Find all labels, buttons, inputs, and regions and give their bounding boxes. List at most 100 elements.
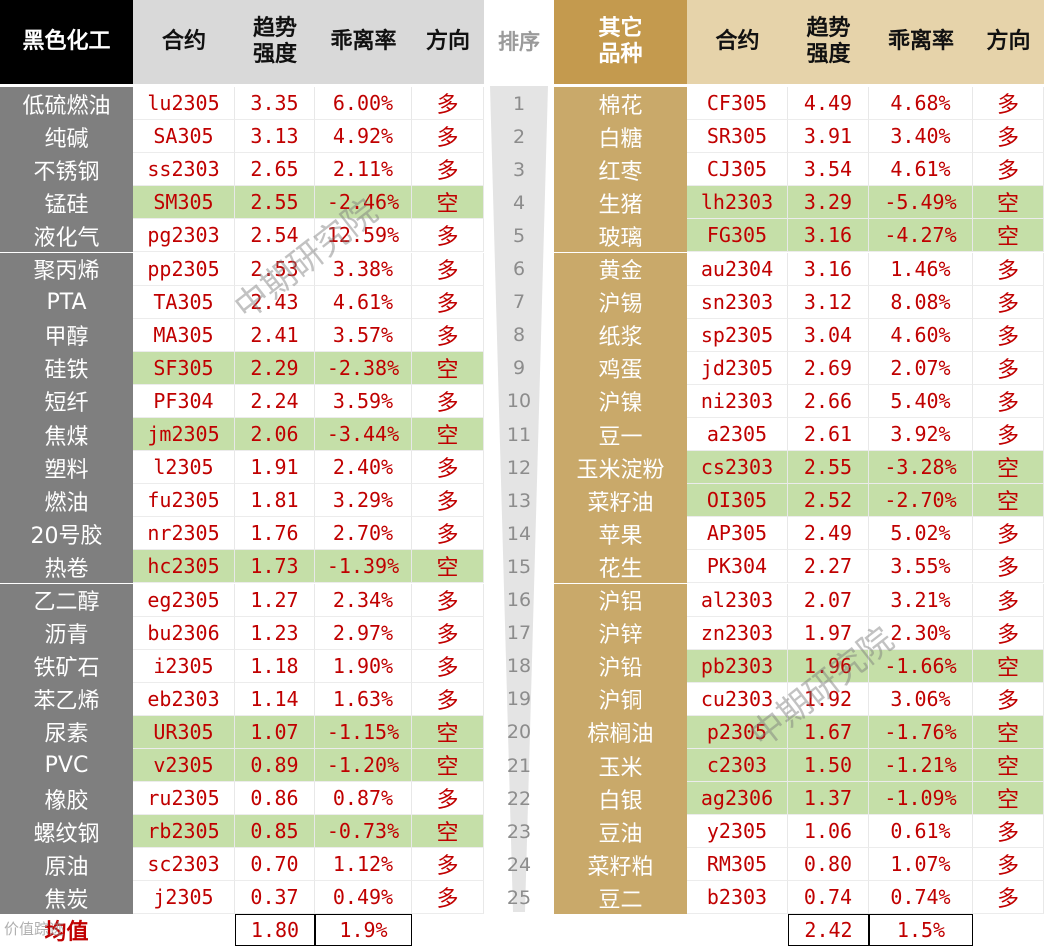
product-name: 红枣: [554, 153, 687, 187]
trend-strength-value: 3.16: [788, 252, 869, 286]
direction-value: 多: [412, 782, 484, 816]
trend-strength-value: 0.89: [235, 749, 315, 782]
contract-code: ru2305: [133, 782, 235, 816]
trend-strength-value: 3.29: [788, 186, 869, 220]
contract-code: CF305: [687, 87, 788, 120]
trend-strength-value: 3.54: [788, 153, 869, 187]
product-name: 菜籽粕: [554, 848, 687, 882]
product-name: 短纤: [0, 384, 133, 418]
trend-strength-value: 2.55: [788, 451, 869, 485]
trend-strength-value: 3.13: [235, 120, 315, 154]
rank-number: 7: [512, 291, 526, 314]
trend-strength-value: 2.43: [235, 285, 315, 319]
contract-code: i2305: [133, 649, 235, 683]
trend-strength-value: 2.24: [235, 384, 315, 418]
product-name: 沥青: [0, 616, 133, 650]
contract-code: eg2305: [133, 583, 235, 617]
rank-number: 14: [506, 522, 532, 545]
trend-strength-value: 2.49: [788, 517, 869, 551]
product-name: 玉米淀粉: [554, 451, 687, 485]
contract-code: nr2305: [133, 517, 235, 551]
deviation-rate-value: 4.60%: [869, 318, 973, 352]
trend-strength-value: 2.55: [235, 186, 315, 220]
contract-code: bu2306: [133, 616, 235, 650]
product-name: 燃油: [0, 484, 133, 518]
contract-code: j2305: [133, 881, 235, 915]
deviation-rate-value: -1.39%: [315, 550, 412, 584]
contract-code: fu2305: [133, 484, 235, 518]
deviation-rate-value: 2.34%: [315, 583, 412, 617]
deviation-rate-value: 4.61%: [315, 285, 412, 319]
right-average-deviation: 1.5%: [869, 914, 973, 946]
product-name: 焦炭: [0, 881, 133, 915]
direction-value: 空: [973, 782, 1044, 816]
rank-number: 21: [506, 754, 532, 777]
product-name: 玻璃: [554, 219, 687, 253]
trend-strength-value: 0.80: [788, 848, 869, 882]
deviation-rate-value: 3.06%: [869, 682, 973, 716]
contract-code: cu2303: [687, 682, 788, 716]
header-direction-right: 方向: [973, 0, 1044, 84]
deviation-rate-value: 3.59%: [315, 384, 412, 418]
contract-code: PK304: [687, 550, 788, 584]
product-name: 花生: [554, 550, 687, 584]
deviation-rate-value: -2.70%: [869, 484, 973, 518]
direction-value: 多: [973, 848, 1044, 882]
header-deviation-right: 乖离率: [869, 0, 973, 84]
product-name: 白银: [554, 782, 687, 816]
trend-strength-value: 1.67: [788, 715, 869, 749]
rank-number: 24: [506, 853, 532, 876]
direction-value: 多: [973, 517, 1044, 551]
direction-value: 空: [973, 186, 1044, 220]
contract-code: SA305: [133, 120, 235, 154]
rank-number: 10: [506, 390, 532, 413]
trend-strength-value: 2.53: [235, 252, 315, 286]
contract-code: c2303: [687, 749, 788, 782]
left-average-deviation: 1.9%: [315, 914, 412, 946]
direction-value: 空: [973, 649, 1044, 683]
rank-number: 2: [512, 125, 526, 148]
rank-number: 11: [506, 423, 532, 446]
deviation-rate-value: 4.92%: [315, 120, 412, 154]
deviation-rate-value: 3.29%: [315, 484, 412, 518]
trend-strength-value: 1.97: [788, 616, 869, 650]
product-name: 玉米: [554, 749, 687, 782]
rank-number: 5: [512, 224, 526, 247]
contract-code: ni2303: [687, 384, 788, 418]
trend-strength-value: 0.74: [788, 881, 869, 915]
deviation-rate-value: 3.38%: [315, 252, 412, 286]
trend-strength-value: 1.06: [788, 815, 869, 849]
direction-value: 空: [973, 219, 1044, 253]
contract-code: TA305: [133, 285, 235, 319]
direction-value: 多: [412, 219, 484, 253]
trend-strength-value: 2.29: [235, 351, 315, 385]
product-name: 沪铅: [554, 649, 687, 683]
product-name: 甲醇: [0, 318, 133, 352]
contract-code: SF305: [133, 351, 235, 385]
product-name: 纸浆: [554, 318, 687, 352]
left-average-strength: 1.80: [235, 914, 315, 946]
product-name: PTA: [0, 285, 133, 319]
trend-strength-value: 2.54: [235, 219, 315, 253]
deviation-rate-value: 5.02%: [869, 517, 973, 551]
contract-code: ss2303: [133, 153, 235, 187]
contract-code: v2305: [133, 749, 235, 782]
product-name: 铁矿石: [0, 649, 133, 683]
contract-code: ag2306: [687, 782, 788, 816]
average-label: 均值: [0, 914, 133, 946]
deviation-rate-value: 3.21%: [869, 583, 973, 617]
contract-code: sp2305: [687, 318, 788, 352]
deviation-rate-value: 6.00%: [315, 87, 412, 120]
product-name: 鸡蛋: [554, 351, 687, 385]
direction-value: 空: [412, 418, 484, 451]
trend-strength-value: 2.65: [235, 153, 315, 187]
direction-value: 多: [973, 285, 1044, 319]
deviation-rate-value: 5.40%: [869, 384, 973, 418]
rank-number: 4: [512, 191, 526, 214]
header-strength-right: 趋势 强度: [788, 0, 869, 84]
contract-code: y2305: [687, 815, 788, 849]
trend-strength-value: 3.12: [788, 285, 869, 319]
contract-code: FG305: [687, 219, 788, 253]
contract-code: pg2303: [133, 219, 235, 253]
product-name: 豆油: [554, 815, 687, 849]
